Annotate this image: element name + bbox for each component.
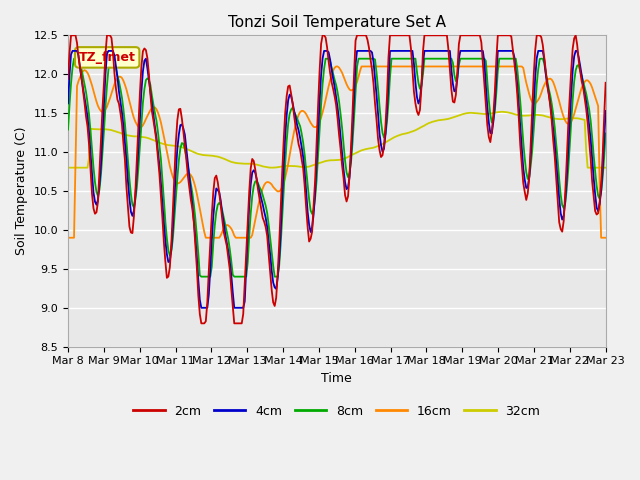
X-axis label: Time: Time xyxy=(321,372,352,385)
Title: Tonzi Soil Temperature Set A: Tonzi Soil Temperature Set A xyxy=(228,15,446,30)
Legend: 2cm, 4cm, 8cm, 16cm, 32cm: 2cm, 4cm, 8cm, 16cm, 32cm xyxy=(128,400,545,423)
Text: TZ_fmet: TZ_fmet xyxy=(79,51,136,64)
Y-axis label: Soil Temperature (C): Soil Temperature (C) xyxy=(15,127,28,255)
